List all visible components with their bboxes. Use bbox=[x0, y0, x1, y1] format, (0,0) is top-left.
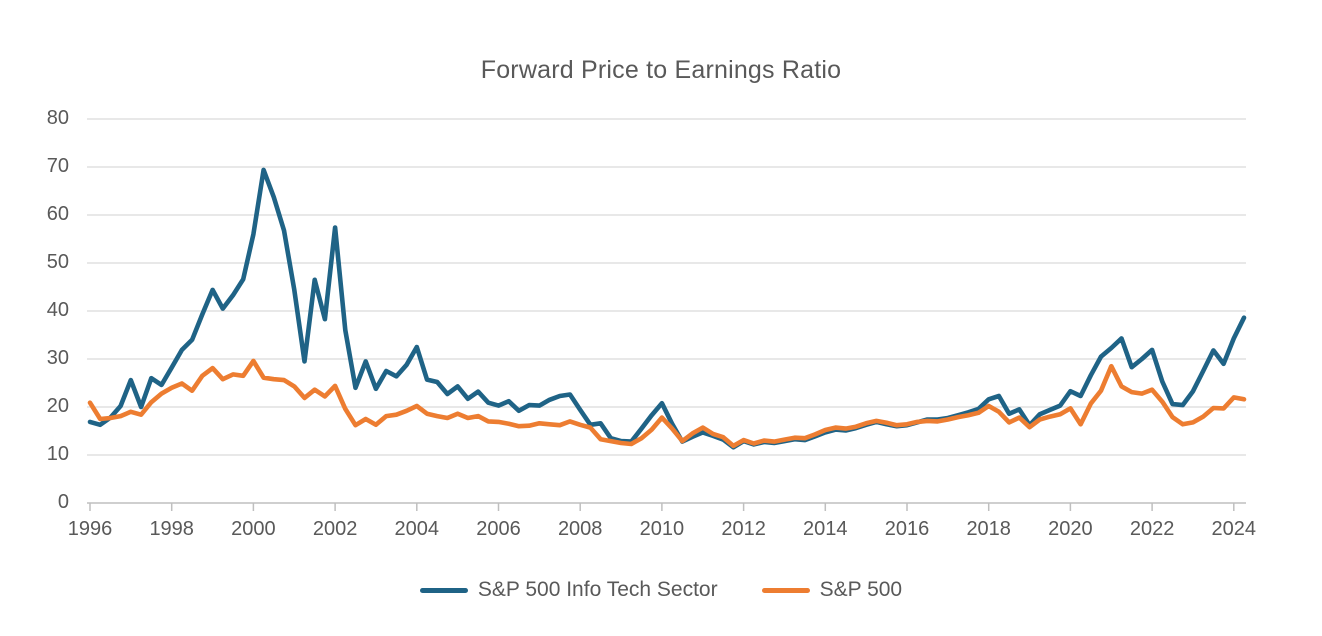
y-tick-label-50: 50 bbox=[46, 251, 69, 273]
series-line-sp500 bbox=[87, 358, 1247, 449]
legend-label-info-tech: S&P 500 Info Tech Sector bbox=[477, 578, 718, 601]
y-tick-label-80: 80 bbox=[46, 107, 69, 129]
x-tick-label-2004: 2004 bbox=[394, 518, 440, 540]
x-tick-label-2016: 2016 bbox=[884, 518, 930, 540]
y-tick-label-0: 0 bbox=[57, 491, 69, 513]
y-tick-label-10: 10 bbox=[46, 443, 69, 465]
y-tick-label-40: 40 bbox=[46, 299, 69, 321]
legend-item-info-tech: S&P 500 Info Tech Sector bbox=[419, 578, 718, 602]
x-tick-label-2018: 2018 bbox=[966, 518, 1011, 540]
legend-label-sp500: S&P 500 bbox=[819, 578, 903, 601]
y-tick-label-30: 30 bbox=[46, 347, 69, 369]
y-tick-label-70: 70 bbox=[46, 155, 69, 177]
legend: S&P 500 Info Tech Sector S&P 500 bbox=[0, 578, 1322, 602]
chart-title: Forward Price to Earnings Ratio bbox=[480, 56, 842, 84]
series-line-info-tech bbox=[87, 167, 1247, 450]
y-tick-label-60: 60 bbox=[46, 203, 69, 225]
x-tick-label-1996: 1996 bbox=[67, 518, 113, 540]
x-tick-label-2014: 2014 bbox=[803, 518, 848, 540]
legend-swatch-info-tech bbox=[419, 587, 468, 593]
x-tick-label-2020: 2020 bbox=[1048, 518, 1093, 540]
x-tick-label-2024: 2024 bbox=[1211, 518, 1257, 540]
x-tick-label-2012: 2012 bbox=[721, 518, 766, 540]
x-tick-label-2008: 2008 bbox=[557, 518, 603, 540]
x-tick-label-2006: 2006 bbox=[476, 518, 521, 540]
x-tick-label-2000: 2000 bbox=[231, 518, 276, 540]
x-tick-label-2010: 2010 bbox=[639, 518, 685, 540]
y-tick-label-20: 20 bbox=[46, 395, 69, 417]
legend-swatch-sp500 bbox=[761, 587, 810, 593]
legend-item-sp500: S&P 500 bbox=[761, 578, 903, 602]
x-tick-label-2022: 2022 bbox=[1129, 518, 1175, 540]
x-tick-label-1998: 1998 bbox=[149, 518, 194, 540]
x-tick-label-2002: 2002 bbox=[312, 518, 358, 540]
